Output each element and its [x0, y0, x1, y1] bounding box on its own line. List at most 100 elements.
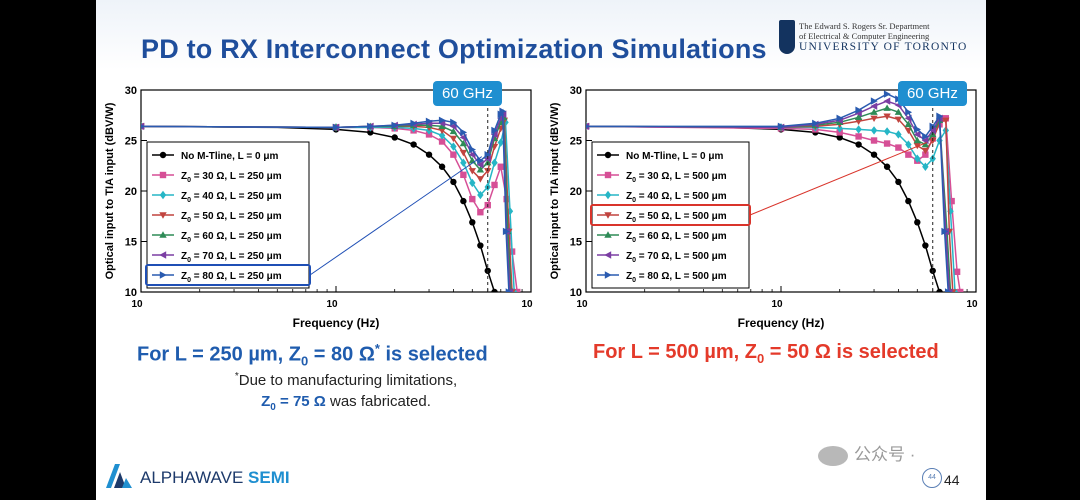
left-conclusion-prefix: For L = 250 µm, Z — [137, 343, 301, 366]
right-legend-label-4: Z0 = 60 Ω, L = 500 μm — [626, 231, 727, 244]
left-series-1-point-7 — [450, 151, 457, 158]
alphawave-wordmark: ALPHAWAVE SEMI — [140, 468, 290, 488]
left-legend-label-6: Z0 = 80 Ω, L = 250 μm — [181, 271, 282, 284]
right-series-0-point-10 — [914, 219, 921, 226]
left-series-4-point-7 — [449, 127, 458, 135]
left-series-6-point-4 — [410, 119, 418, 128]
right-series-1-point-4 — [855, 133, 862, 140]
left-legend-marker-0 — [159, 151, 167, 159]
right-series-1-point-16 — [957, 288, 964, 292]
left-series-6-point-7 — [450, 118, 458, 127]
university-logo: The Edward S. Rogers Sr. Department of E… — [779, 18, 979, 62]
left-conclusion-sub: 0 — [300, 353, 309, 369]
right-series-6-point-9 — [914, 125, 921, 134]
left-legend-marker-6 — [159, 271, 167, 279]
right-series-4-point-5 — [870, 108, 878, 115]
alphawave-word: ALPHAWAVE — [140, 468, 249, 487]
left-series-1-point-10 — [477, 209, 484, 216]
right-series-4-point-7 — [894, 108, 903, 115]
right-series-6-point-4 — [855, 106, 863, 114]
left-series-6-point-0 — [141, 124, 145, 129]
right-series-5-point-9 — [913, 130, 921, 139]
right-conclusion-prefix: For L = 500 µm, Z — [593, 341, 757, 363]
left-series-1-point-8 — [460, 171, 467, 179]
right-series-5-point-10 — [921, 136, 929, 145]
left-conclusion: For L = 250 µm, Z0 = 80 Ω* is selected — [137, 341, 488, 369]
right-series-3-point-4 — [854, 118, 863, 126]
left-series-0-point-6 — [425, 151, 433, 158]
right-legend-label-5: Z0 = 70 Ω, L = 500 μm — [626, 251, 727, 264]
left-series-3-point-11 — [484, 168, 492, 175]
right-series-6-point-8 — [905, 108, 913, 116]
left-series-2-point-8 — [460, 158, 467, 167]
left-footnote-value: = 75 Ω — [275, 393, 326, 410]
left-legend-marker-3 — [159, 212, 167, 219]
university-crest-icon — [779, 20, 795, 54]
left-conclusion-suffix: is selected — [379, 343, 488, 366]
left-series-5-point-10 — [476, 161, 484, 169]
left-series-1-point-9 — [469, 195, 476, 203]
left-y-tick-label-2: 20 — [125, 186, 137, 198]
right-chart: 109101010111015202530Frequency (Hz)Optic… — [549, 85, 978, 330]
right-conclusion-sub: 0 — [756, 351, 765, 366]
right-series-4-point-4 — [854, 113, 863, 120]
left-series-3-point-6 — [438, 127, 446, 135]
left-y-tick-label-0: 10 — [125, 287, 137, 299]
left-series-1-point-13 — [497, 163, 504, 170]
right-series-1-point-15 — [953, 268, 961, 275]
left-series-4-point-10 — [476, 166, 485, 173]
alphawave-logo: ALPHAWAVE SEMI — [106, 462, 316, 492]
page-circle-icon: 44 — [922, 468, 942, 488]
left-series-3-point-9 — [468, 168, 476, 175]
right-series-4-point-10 — [921, 140, 930, 148]
right-series-4-point-9 — [913, 136, 921, 144]
right-series-0-point-5 — [855, 141, 862, 148]
left-series-2-point-13 — [497, 138, 504, 147]
left-series-5-point-12 — [490, 130, 498, 139]
left-legend-label-0: No M-Tline, L = 0 μm — [181, 151, 278, 162]
left-footnote-text: Due to manufacturing limitations, — [238, 372, 458, 389]
right-series-5-point-5 — [870, 102, 878, 110]
right-y-axis-label: Optical input to TIA input (dBV/W) — [549, 102, 561, 279]
left-series-6-point-13 — [497, 110, 505, 118]
right-series-4-point-8 — [904, 120, 913, 128]
left-legend-marker-4 — [159, 231, 167, 238]
left-y-tick-label-4: 30 — [125, 85, 137, 97]
slide: PD to RX Interconnect Optimization Simul… — [96, 0, 986, 500]
right-series-0-point-13 — [936, 288, 943, 292]
page-number: 44 — [944, 472, 960, 488]
right-series-0-point-7 — [883, 163, 891, 170]
wechat-bubble-icon — [818, 445, 848, 466]
right-legend-label-3: Z0 = 50 Ω, L = 500 μm — [626, 211, 727, 224]
left-60ghz-badge: 60 GHz — [433, 81, 502, 106]
left-legend-marker-5 — [159, 251, 167, 259]
right-series-3-point-10 — [921, 147, 930, 155]
left-footnote: *Due to manufacturing limitations, Z0 = … — [201, 371, 491, 413]
right-y-tick-label-1: 15 — [570, 237, 582, 249]
right-series-6-point-12 — [936, 112, 944, 120]
left-legend-label-2: Z0 = 40 Ω, L = 250 μm — [181, 191, 282, 204]
left-footnote-zsub: 0 — [270, 402, 276, 413]
right-x-tick-label-0: 10 — [576, 299, 588, 310]
right-series-2-point-5 — [870, 126, 878, 135]
wechat-watermark: 公众号 · — [818, 440, 915, 466]
left-series-0-point-9 — [460, 197, 467, 205]
right-callout-line — [749, 142, 927, 216]
left-series-6-point-8 — [460, 128, 468, 137]
left-series-6-point-1 — [332, 123, 340, 132]
left-series-0-point-5 — [410, 141, 417, 148]
right-series-1-point-6 — [883, 140, 891, 147]
right-series-0-point-11 — [922, 242, 929, 249]
right-series-6-point-1 — [777, 122, 785, 131]
right-legend-label-2: Z0 = 40 Ω, L = 500 μm — [626, 191, 727, 204]
left-series-1-point-12 — [491, 181, 498, 189]
left-callout-line — [309, 156, 483, 276]
left-series-0-point-7 — [438, 163, 446, 170]
semi-word: SEMI — [248, 468, 290, 487]
right-series-6-point-5 — [870, 97, 878, 105]
left-legend-label-1: Z0 = 30 Ω, L = 250 μm — [181, 171, 282, 184]
left-series-2-point-12 — [491, 158, 498, 167]
left-legend-label-3: Z0 = 50 Ω, L = 250 μm — [181, 211, 282, 224]
left-y-tick-label-1: 15 — [125, 237, 137, 249]
right-series-3-point-6 — [883, 113, 891, 120]
